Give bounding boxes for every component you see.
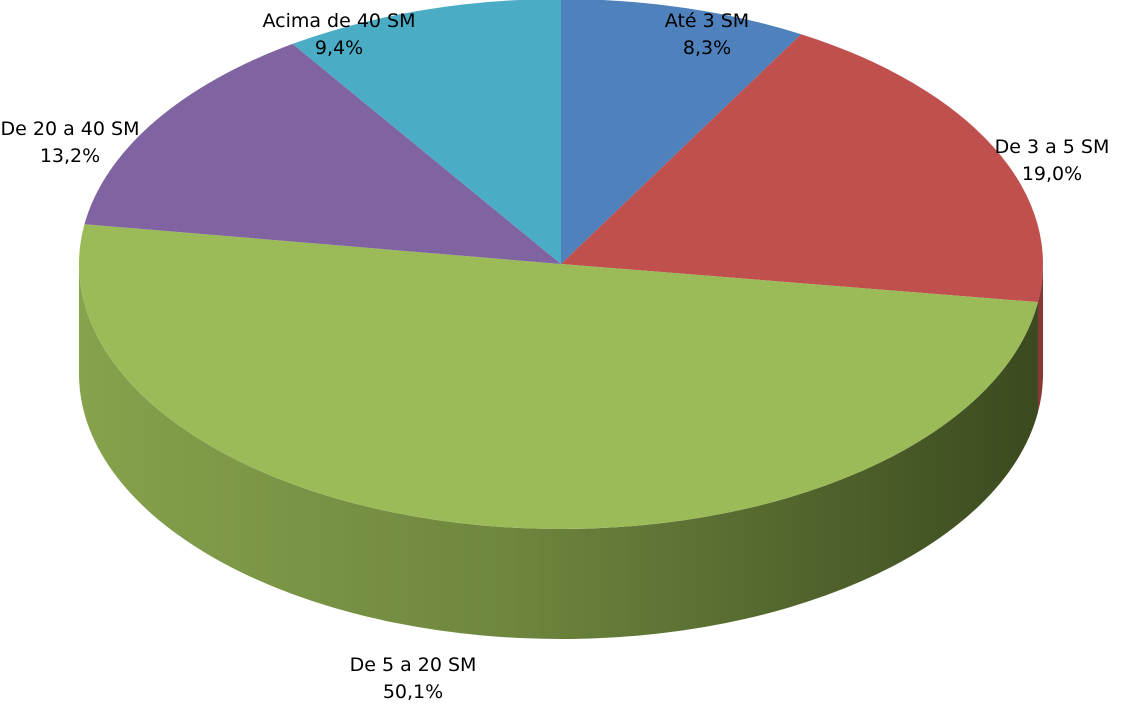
slice-label-1: Até 3 SM 8,3% [665,8,749,62]
slice-percent-label: 50,1% [382,681,444,703]
slice-category-label: De 3 a 5 SM [994,136,1110,158]
slice-category-label: Acima de 40 SM [262,10,416,32]
slice-label-3: De 5 a 20 SM 50,1% [350,652,477,706]
slice-category-label: De 5 a 20 SM [349,654,477,676]
pie-slice-3 [79,224,1038,529]
pie-slice-side-3 [79,264,1038,640]
pie-top-faces [79,0,1043,529]
slice-label-2: De 3 a 5 SM 19,0% [995,134,1110,188]
slice-category-label: De 20 a 40 SM [0,118,140,140]
pie-slice-5 [292,0,561,264]
slice-percent-label: 9,4% [314,37,364,59]
pie-side-walls [79,264,1043,640]
slice-percent-label: 13,2% [39,145,101,167]
slice-label-5: Acima de 40 SM 9,4% [262,8,415,62]
slice-category-label: Até 3 SM [664,10,750,32]
slice-label-4: De 20 a 40 SM 13,2% [1,116,140,170]
slice-percent-label: 19,0% [1021,163,1083,185]
slice-percent-label: 8,3% [682,37,732,59]
pie-slice-4 [84,43,562,264]
pie-slice-2 [561,34,1043,303]
pie-slice-side-2 [1037,264,1043,413]
pie-slice-1 [561,0,802,264]
